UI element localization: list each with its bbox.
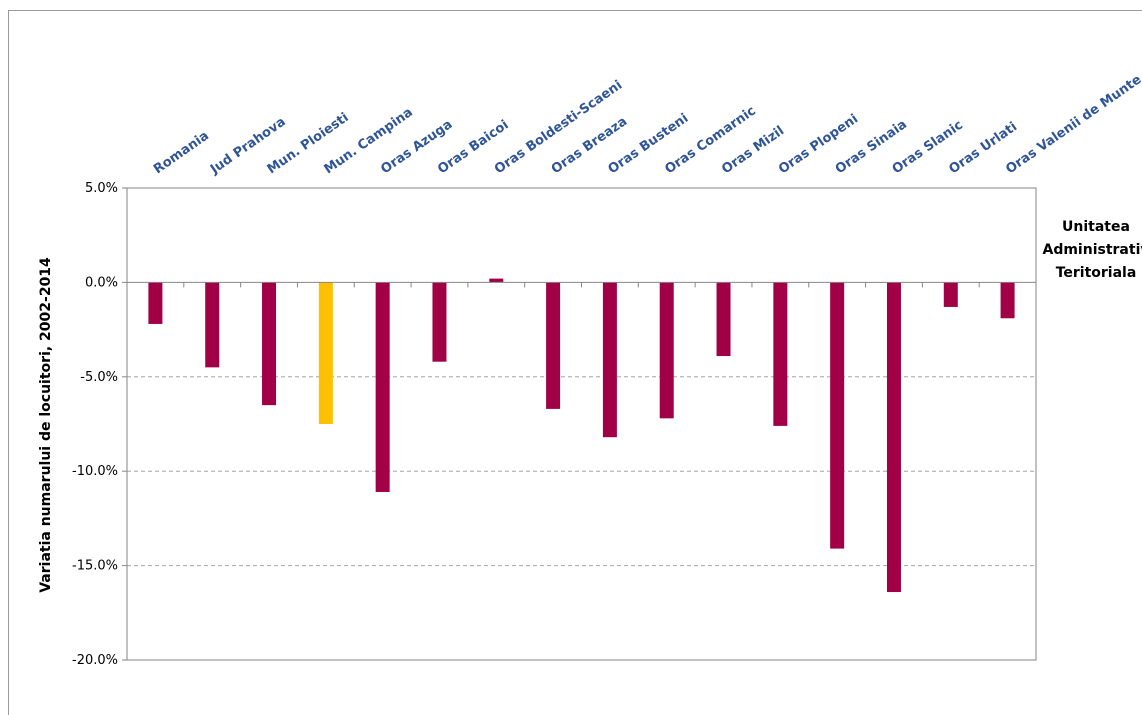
category-label: Oras Valenii de Munte bbox=[1003, 72, 1142, 177]
y-tick-label: -10.0% bbox=[72, 464, 118, 479]
grid-lines bbox=[127, 376, 1036, 567]
bar bbox=[318, 282, 333, 424]
x-axis-title-line: Administrativ bbox=[1042, 242, 1142, 258]
bar bbox=[205, 282, 220, 368]
bars bbox=[148, 278, 1015, 593]
bar bbox=[830, 282, 845, 549]
bar bbox=[432, 282, 447, 362]
y-tick-labels: 5.0% 0.0% -5.0% -10.0% -15.0% -20.0% bbox=[72, 181, 118, 668]
plot-area-border bbox=[126, 187, 1037, 661]
x-axis-title-line: Unitatea bbox=[1062, 219, 1130, 235]
y-axis-title: Variatia numarului de locuitori, 2002-20… bbox=[38, 257, 54, 593]
bar bbox=[1000, 282, 1015, 319]
bar bbox=[602, 282, 617, 438]
y-tick-label: -20.0% bbox=[72, 653, 118, 668]
chart-frame bbox=[8, 10, 1142, 715]
bar bbox=[546, 282, 561, 409]
x-axis-title: Unitatea Administrativ Teritoriala bbox=[1042, 219, 1142, 281]
bar bbox=[489, 278, 504, 283]
category-label: Romania bbox=[151, 128, 212, 177]
axes bbox=[122, 187, 1037, 661]
bar bbox=[148, 282, 163, 324]
bar bbox=[943, 282, 958, 307]
y-tick-label: -5.0% bbox=[80, 370, 118, 385]
bar bbox=[262, 282, 277, 406]
bar bbox=[886, 282, 901, 593]
y-tick-label: -15.0% bbox=[72, 559, 118, 574]
x-axis-title-line: Teritoriala bbox=[1056, 265, 1137, 281]
bar bbox=[659, 282, 674, 419]
y-tick-label: 5.0% bbox=[85, 181, 118, 196]
y-tick-label: 0.0% bbox=[85, 275, 118, 290]
bar bbox=[773, 282, 788, 426]
bar bbox=[375, 282, 390, 492]
bar bbox=[716, 282, 731, 357]
